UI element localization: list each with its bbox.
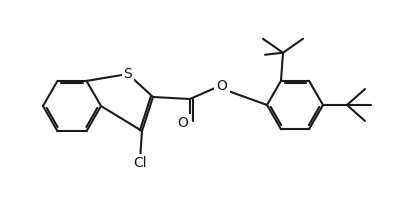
- Text: O: O: [216, 79, 227, 93]
- Text: O: O: [177, 116, 189, 130]
- Text: Cl: Cl: [133, 156, 147, 170]
- Text: S: S: [123, 67, 132, 81]
